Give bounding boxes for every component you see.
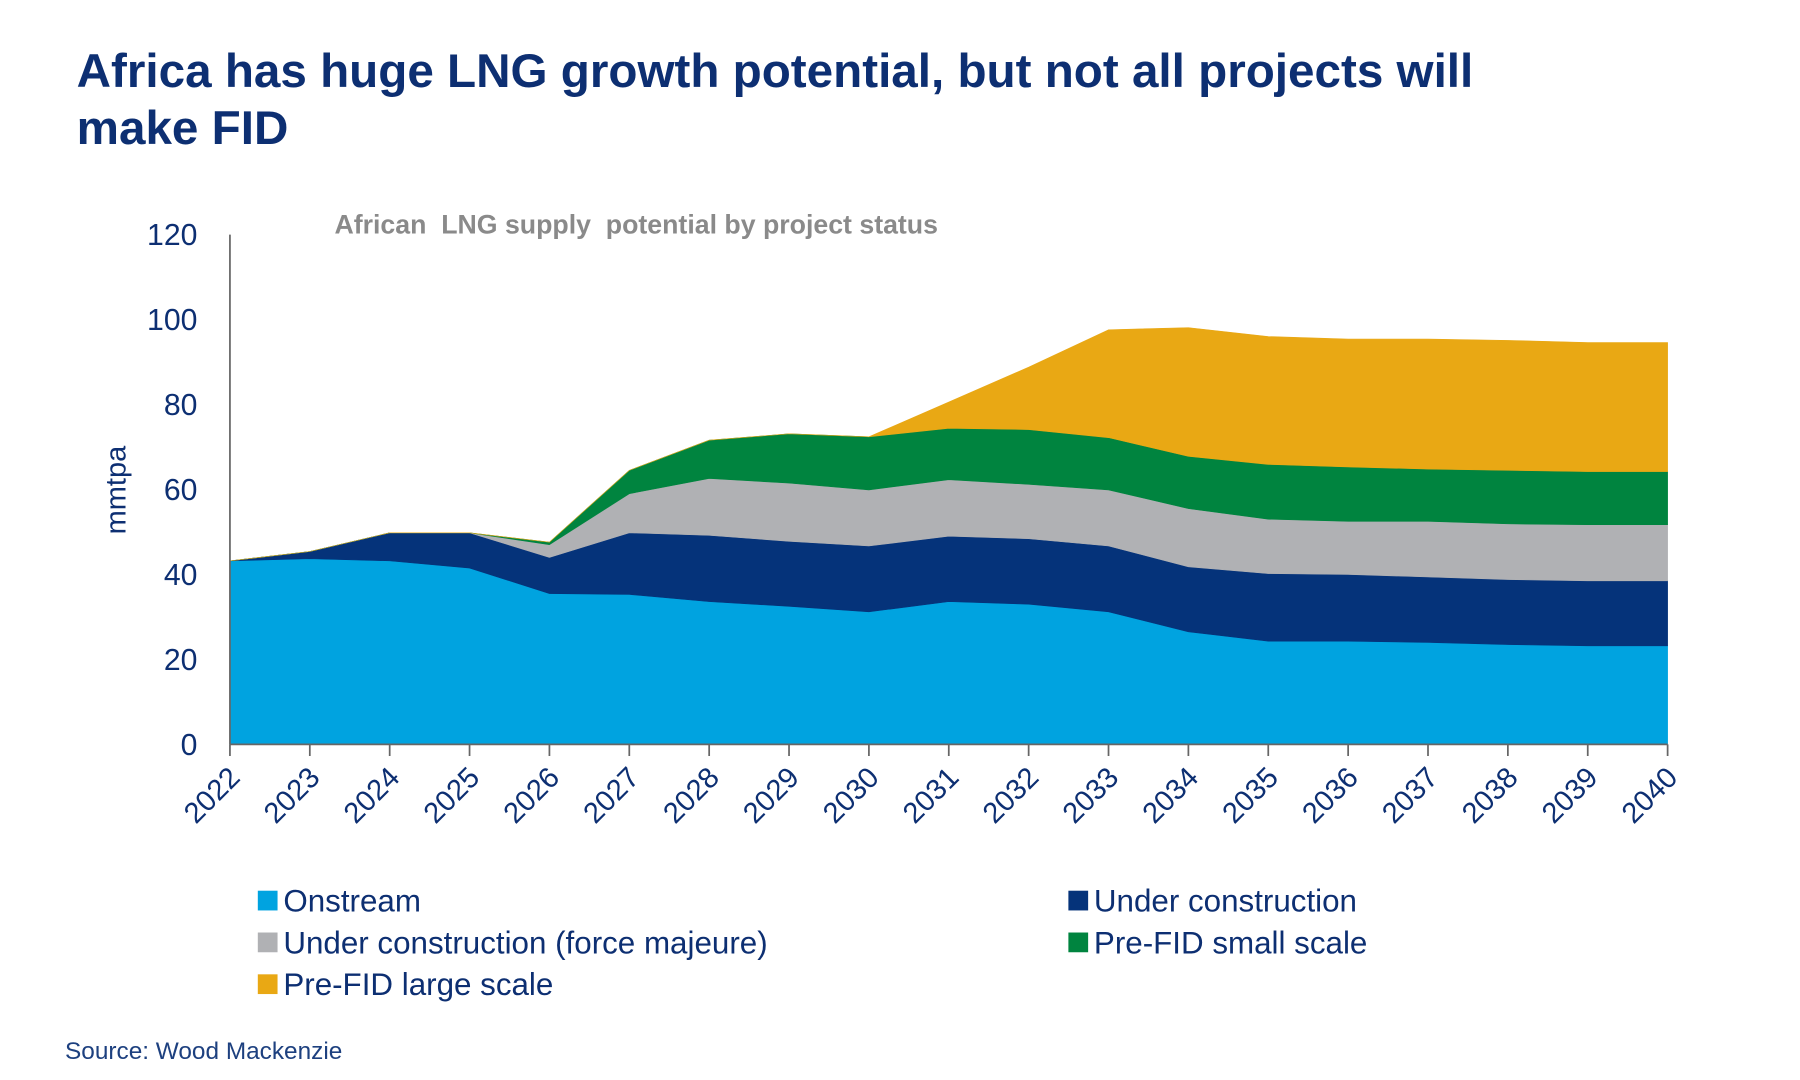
legend-item: Pre-FID small scale <box>1068 925 1367 960</box>
legend-label: Pre-FID small scale <box>1094 925 1367 960</box>
x-tick-label: 2039 <box>1536 762 1604 830</box>
x-tick-label: 2034 <box>1137 762 1205 830</box>
x-tick-label: 2032 <box>977 762 1045 830</box>
legend-swatch <box>1068 932 1089 953</box>
legend-label: Pre-FID large scale <box>283 967 553 1002</box>
x-tick-label: 2025 <box>418 762 486 830</box>
x-tick-label: 2033 <box>1057 762 1125 830</box>
x-tick-label: 2035 <box>1217 762 1285 830</box>
y-tick-label: 60 <box>164 474 198 507</box>
y-tick-label: 20 <box>164 644 198 677</box>
x-tick-label: 2028 <box>657 762 725 830</box>
x-tick-label: 2037 <box>1376 762 1444 830</box>
x-tick-label: 2031 <box>897 762 965 830</box>
legend-swatch <box>257 974 278 995</box>
legend-swatch <box>257 932 278 953</box>
legend-item: Under construction (force majeure) <box>257 925 768 960</box>
x-tick-label: 2029 <box>737 762 805 830</box>
legend-item: Onstream <box>257 884 421 919</box>
chart-title: African LNG supply potential by project … <box>334 209 938 239</box>
x-tick-label: 2038 <box>1456 762 1524 830</box>
x-tick-label: 2026 <box>498 762 566 830</box>
y-tick-label: 100 <box>147 304 197 337</box>
x-tick-label: 2027 <box>578 762 646 830</box>
legend-label: Under construction (force majeure) <box>283 925 767 960</box>
legend-swatch <box>257 890 278 911</box>
y-tick-label: 40 <box>164 559 198 592</box>
page-title-line1: Africa has huge LNG growth potential, bu… <box>77 45 1474 98</box>
plot-areas <box>229 327 1668 745</box>
x-tick-label: 2030 <box>817 762 885 830</box>
legend-swatch <box>1068 890 1089 911</box>
x-tick-label: 2023 <box>258 762 326 830</box>
legend: Onstream Under construction Under construc… <box>257 884 1367 1002</box>
legend-item: Pre-FID large scale <box>257 967 553 1002</box>
y-tick-label: 80 <box>164 389 198 422</box>
source-note: Source: Wood Mackenzie <box>65 1038 342 1065</box>
y-tick-label: 120 <box>147 219 197 252</box>
legend-label: Under construction <box>1094 884 1357 919</box>
y-axis-label: mmtpa <box>100 445 132 535</box>
page-title-line2: make FID <box>77 102 289 155</box>
legend-label: Onstream <box>283 884 421 919</box>
area-pre-fid-large-scale <box>229 327 1668 562</box>
x-tick-label: 2024 <box>338 762 406 830</box>
x-tick-label: 2022 <box>178 762 246 830</box>
legend-item: Under construction <box>1068 884 1357 919</box>
x-tick-label: 2036 <box>1296 762 1364 830</box>
y-tick-label: 0 <box>181 729 198 762</box>
x-tick-label: 2040 <box>1616 762 1684 830</box>
